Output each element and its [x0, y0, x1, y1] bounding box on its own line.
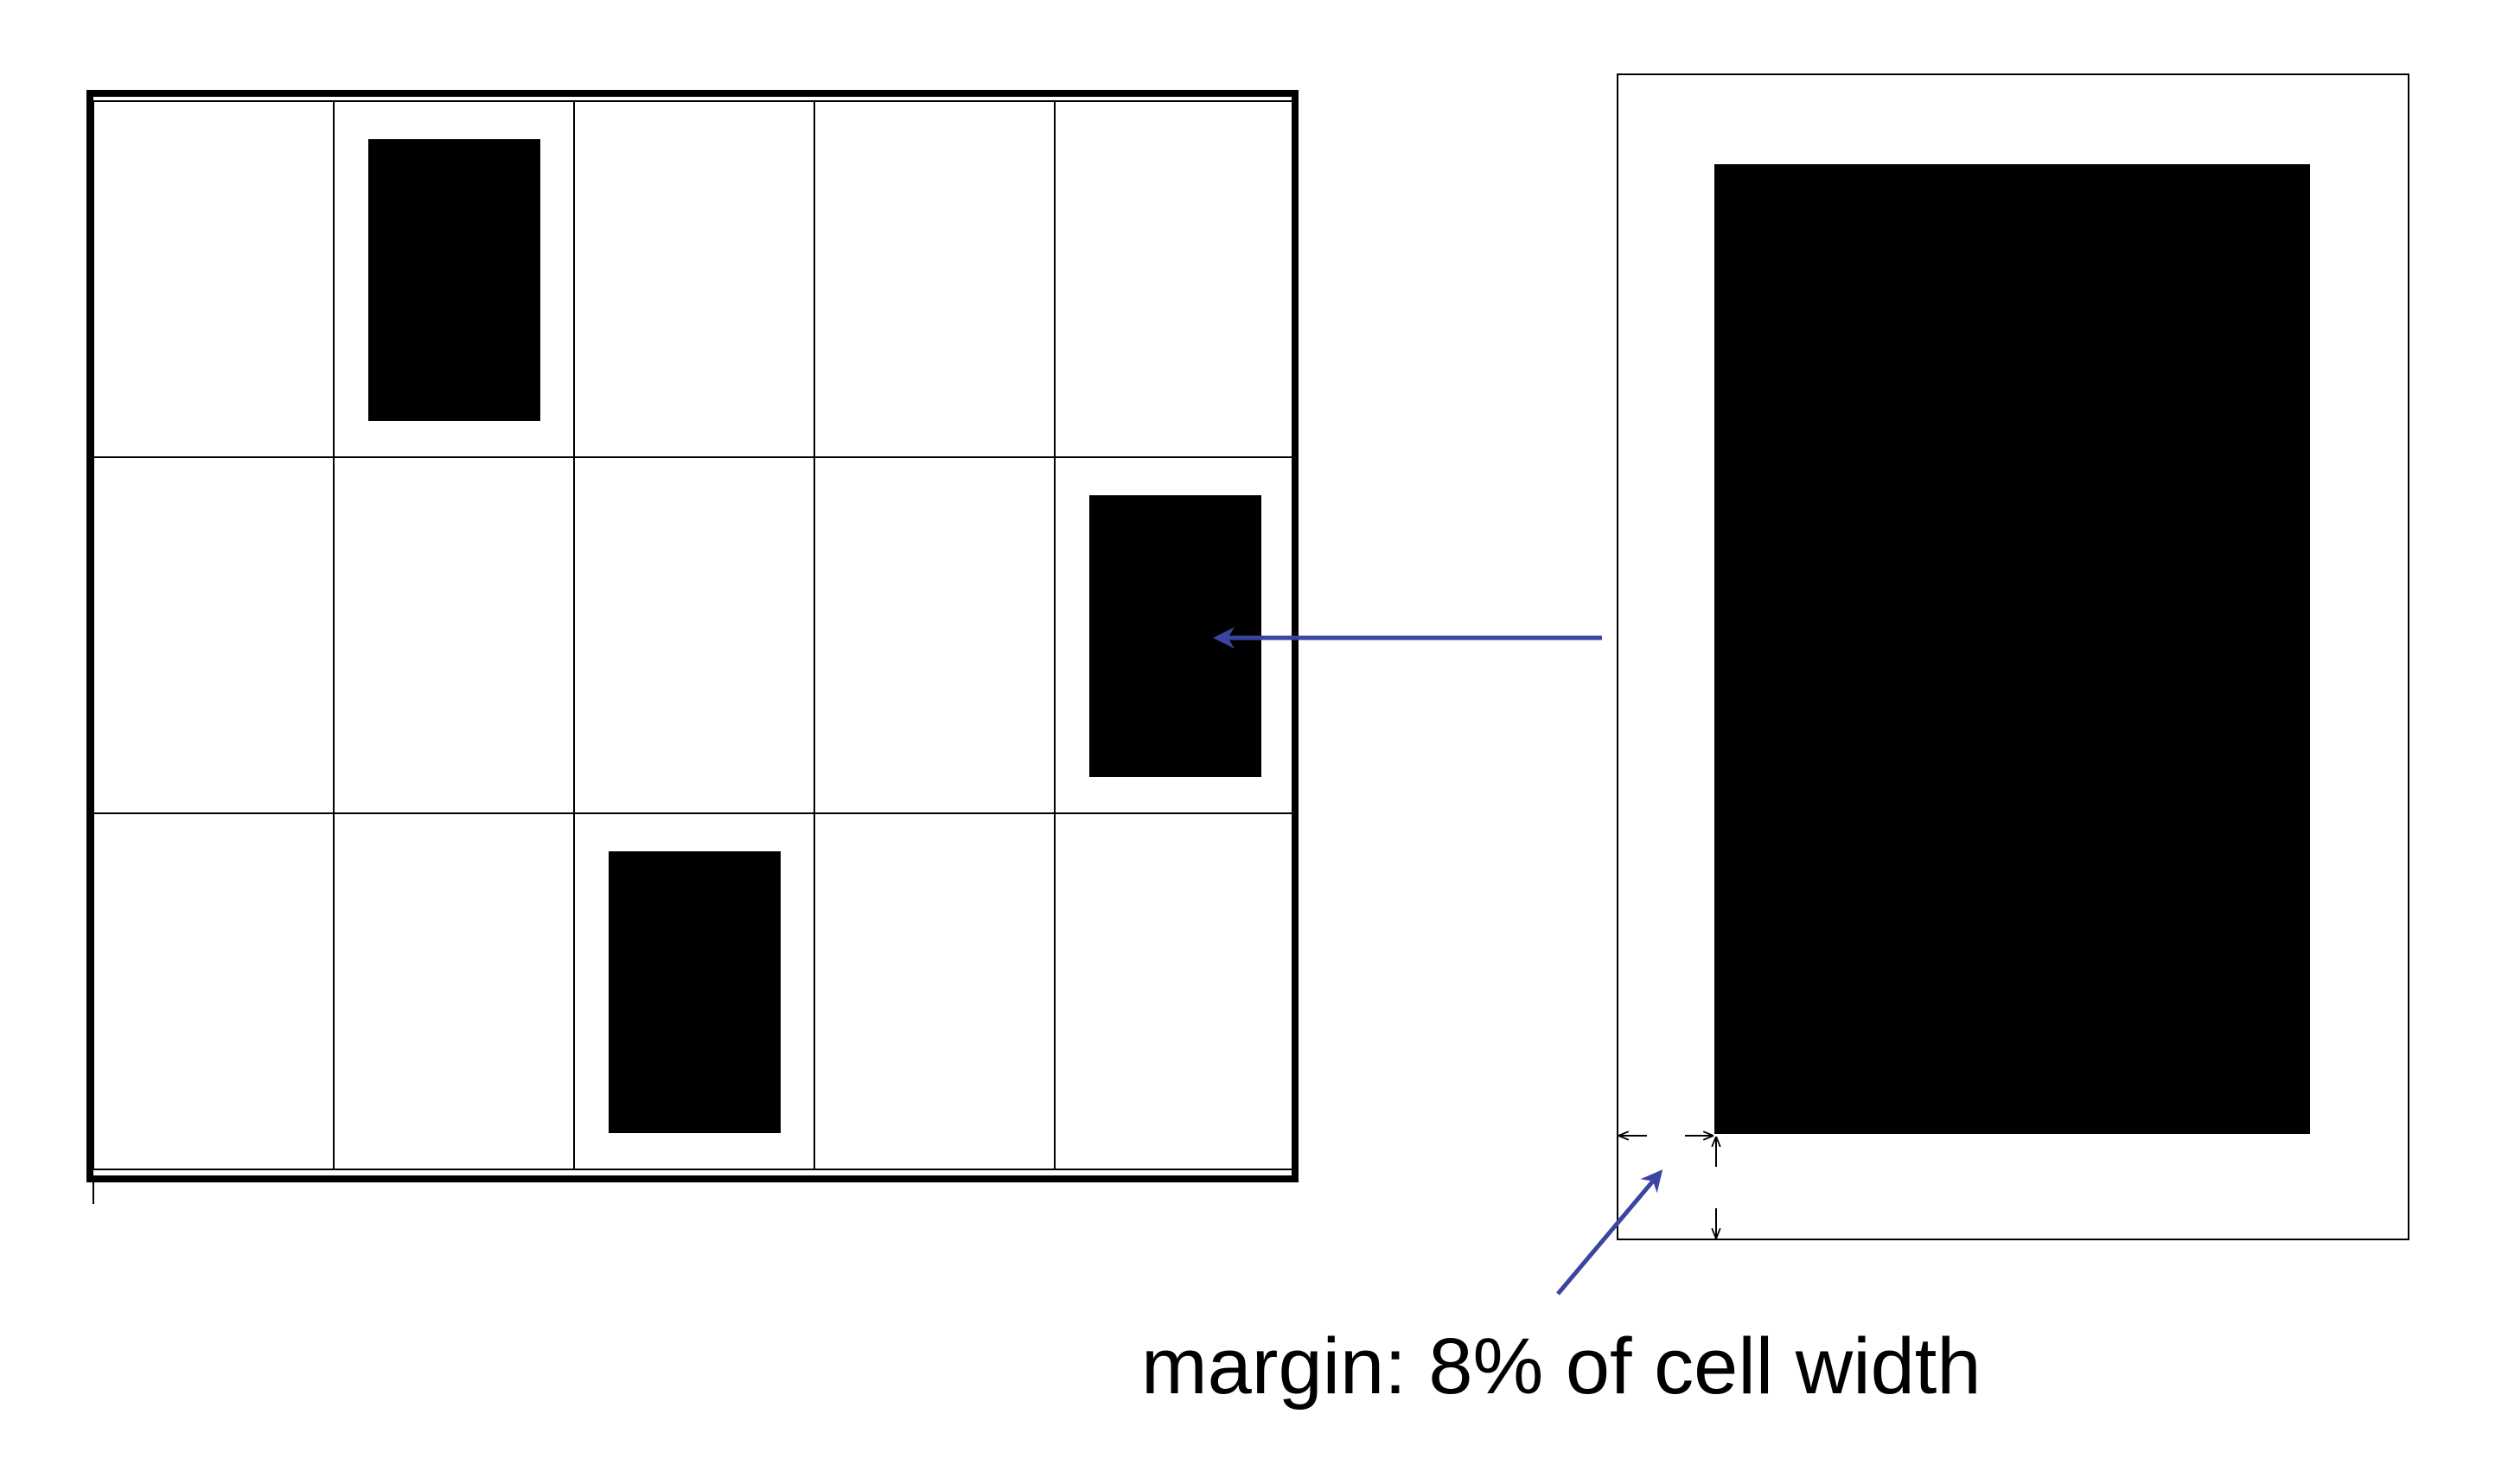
grid-lines — [93, 100, 1296, 1170]
filled-cell-block — [368, 139, 540, 421]
caption-pointer-arrow — [1556, 1169, 1663, 1296]
zoomed-cell-border — [1617, 73, 2409, 1240]
grid — [86, 90, 1299, 1204]
zoomed-cell-block — [1714, 164, 2310, 1134]
zoomed-cell — [1617, 73, 2409, 1240]
filled-cell-block — [609, 851, 781, 1133]
grid-cells — [368, 139, 1261, 1133]
margin-caption: margin: 8% of cell width — [1141, 1322, 1982, 1411]
